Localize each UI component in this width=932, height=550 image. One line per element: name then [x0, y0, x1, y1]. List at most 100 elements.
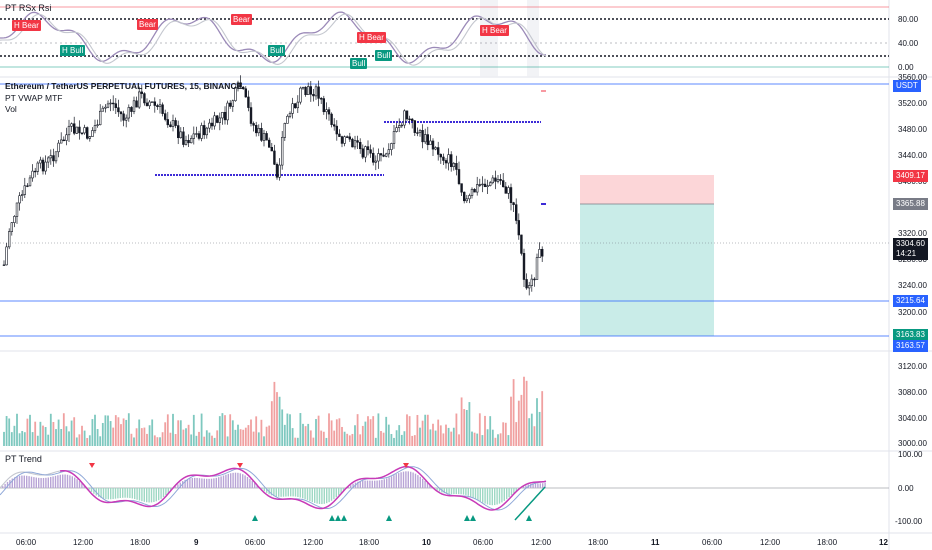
volume-bar [229, 414, 232, 446]
candle [384, 153, 388, 157]
candle [140, 91, 143, 94]
indicator-vwap[interactable]: PT VWAP MTF [5, 93, 63, 103]
trend-histogram-bar [122, 488, 124, 498]
trend-y-tick: -100.00 [895, 517, 923, 526]
candle [78, 126, 81, 134]
volume-bar [23, 432, 26, 446]
time-axis[interactable]: 06:00 12:00 18:00 9 06:00 12:00 18:00 10… [16, 538, 888, 547]
candle [379, 153, 383, 156]
trend-histogram-bar [215, 477, 217, 488]
trend-histogram-bar [81, 483, 83, 488]
trend-histogram-bar [333, 488, 335, 500]
candle [447, 154, 450, 164]
trend-histogram-bar [467, 488, 469, 496]
signal-label-h-bear: H Bear [480, 25, 509, 36]
candle [119, 111, 123, 115]
candle [369, 149, 372, 154]
candle [177, 125, 180, 139]
trend-histogram-bar [4, 483, 6, 488]
trend-histogram-bar [261, 488, 263, 490]
trend-histogram-bar [143, 488, 145, 502]
volume-bar [135, 428, 138, 446]
trend-histogram-bar [383, 479, 385, 488]
candle [431, 140, 435, 150]
trend-histogram-bar [453, 488, 455, 495]
volume-bar [182, 429, 185, 446]
symbol-title[interactable]: Ethereum / TetherUS PERPETUAL FUTURES, 1… [5, 81, 243, 91]
candle [540, 248, 544, 257]
trend-histogram-bar [474, 488, 477, 499]
volume-bar [312, 437, 315, 446]
candle [317, 86, 320, 99]
candle [169, 124, 172, 128]
volume-bar [276, 392, 278, 446]
candle [257, 127, 260, 134]
candle [416, 132, 419, 134]
rsi-pane-title[interactable]: PT RSx Rsi [5, 3, 52, 13]
candle [67, 125, 71, 136]
candle [247, 96, 250, 108]
volume-bar [517, 400, 520, 446]
volume-bar [3, 431, 5, 446]
candle [343, 136, 346, 144]
volume-bar [153, 435, 156, 446]
candle [465, 198, 468, 202]
volume-bar [458, 434, 460, 446]
candle [481, 183, 484, 186]
candle [91, 130, 94, 137]
price-axis[interactable]: 3560.00 3520.00 3480.00 3440.00 3400.00 … [898, 73, 927, 448]
candle [356, 140, 359, 143]
price-tag-support[interactable]: 3215.64 [893, 295, 928, 307]
trend-histogram-bar [189, 478, 191, 488]
indicator-vol[interactable]: Vol [5, 104, 17, 114]
trend-histogram-bar [191, 477, 193, 488]
signal-label-h-bear: H Bear [12, 20, 41, 31]
volume-bar [8, 418, 11, 446]
trend-histogram-bar [489, 488, 491, 505]
candle [538, 248, 541, 258]
trend-histogram-bar [225, 474, 227, 488]
candle [382, 154, 385, 157]
long-position-profit-zone[interactable] [580, 204, 714, 336]
price-tag-target[interactable]: 3163.83 [893, 329, 928, 341]
volume-bar [536, 398, 538, 446]
price-tag-current[interactable]: 3304.60 14:21 [893, 238, 928, 260]
price-tag-lower[interactable]: 3163.57 [893, 340, 928, 352]
volume-bar [270, 401, 273, 446]
trend-y-tick: 100.00 [898, 450, 923, 459]
trend-histogram-bar [335, 488, 337, 498]
trend-histogram-bar [290, 488, 292, 497]
volume-bar [525, 380, 528, 446]
volume-bar [361, 425, 364, 446]
sell-arrow [403, 463, 409, 468]
trend-histogram-bar [438, 488, 441, 492]
price-tag-entry[interactable]: 3365.88 [893, 198, 928, 210]
candle [332, 124, 336, 127]
long-position-loss-zone[interactable] [580, 175, 714, 204]
trend-pane-title[interactable]: PT Trend [5, 454, 42, 464]
y-tick: 3560.00 [898, 73, 927, 82]
candle [288, 113, 292, 117]
price-tag-stop[interactable]: 3409.17 [893, 170, 928, 182]
trend-histogram-bar [23, 475, 25, 488]
volume-bar [283, 424, 286, 446]
trend-histogram-bar [364, 480, 366, 488]
trend-histogram-bar [544, 483, 546, 488]
volume-bar [231, 420, 234, 446]
currency-badge[interactable]: USDT [893, 80, 921, 92]
candle [249, 107, 253, 124]
candle [2, 264, 6, 266]
volume-bar [481, 435, 484, 446]
candle [262, 133, 266, 141]
trend-histogram-bar [506, 488, 508, 500]
volume-bar [390, 433, 393, 446]
rsi-axis: 80.00 40.00 0.00 [898, 15, 919, 72]
trend-histogram-bar [33, 477, 35, 488]
volume-bar [29, 414, 31, 446]
trend-histogram-bar [470, 488, 472, 497]
price-pane[interactable] [0, 75, 889, 446]
trend-histogram-bar [374, 480, 376, 488]
volume-bar [478, 413, 481, 446]
trend-histogram-bar [484, 488, 486, 504]
